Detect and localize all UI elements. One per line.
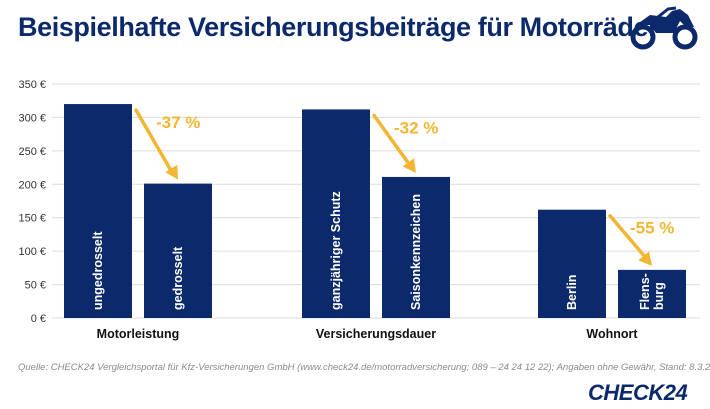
motorcycle-icon xyxy=(630,6,698,50)
change-label: -55 % xyxy=(630,219,674,238)
group-label: Versicherungsdauer xyxy=(316,327,436,341)
bar-label: Saisonkennzeichen xyxy=(409,194,423,310)
bar-label: Flens-burg xyxy=(638,273,666,310)
bar xyxy=(382,176,450,318)
chart-title: Beispielhafte Versicherungsbeiträge für … xyxy=(18,12,659,42)
change-arrow xyxy=(608,213,647,259)
bar xyxy=(302,109,370,318)
group-label: Wohnort xyxy=(586,327,638,341)
change-arrow xyxy=(372,113,411,166)
bar-label: ungedrosselt xyxy=(91,231,105,310)
bar xyxy=(618,269,686,318)
y-tick-label: 150 € xyxy=(18,213,46,225)
change-arrowhead xyxy=(638,251,652,266)
y-tick-label: 200 € xyxy=(18,179,46,191)
change-arrowhead xyxy=(402,158,416,173)
y-tick-label: 300 € xyxy=(18,112,46,124)
change-label: -32 % xyxy=(394,118,438,137)
bar-label: Berlin xyxy=(565,275,579,310)
change-label: -37 % xyxy=(156,113,200,132)
bar xyxy=(538,209,606,318)
bar xyxy=(64,104,132,318)
bar-label: ganzjähriger Schutz xyxy=(329,191,343,310)
bar-chart: 0 € 50 € 100 € 150 € 200 € 250 € 300 € 350 € un… xyxy=(18,79,700,341)
y-tick-label: 100 € xyxy=(18,246,46,258)
change-arrowhead xyxy=(165,164,178,180)
y-tick-label: 0 € xyxy=(31,313,46,325)
y-tick-label: 50 € xyxy=(25,280,46,292)
source-note: Quelle: CHECK24 Vergleichsportal für Kfz… xyxy=(18,362,710,373)
bar xyxy=(144,183,212,318)
y-tick-label: 250 € xyxy=(18,146,46,158)
group-label: Motorleistung xyxy=(97,327,180,341)
bar-label: gedrosselt xyxy=(171,246,185,310)
change-arrow xyxy=(134,108,173,173)
check24-logo: CHECK24 xyxy=(588,380,688,405)
y-tick-label: 350 € xyxy=(18,79,46,91)
